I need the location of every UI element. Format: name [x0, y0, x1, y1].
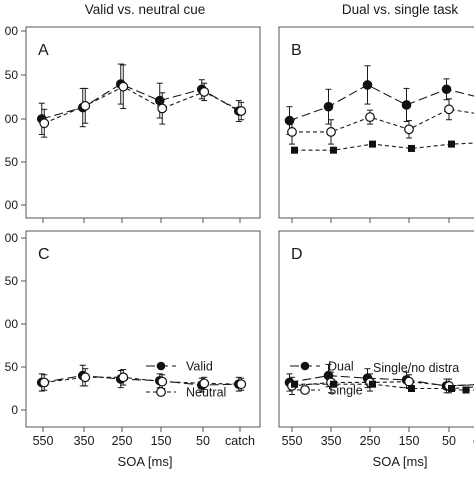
- y-tick-label: 50: [5, 274, 19, 288]
- y-tick-label: 00: [5, 317, 19, 331]
- data-point: [408, 145, 415, 152]
- panel-label: B: [291, 42, 302, 59]
- data-point: [119, 82, 128, 91]
- data-point: [81, 102, 90, 111]
- panel-frame: [279, 27, 474, 218]
- legend-marker: [463, 387, 470, 394]
- series-line: [42, 84, 239, 119]
- data-point: [81, 373, 90, 382]
- series-line: [44, 377, 241, 384]
- panel-frame: [26, 27, 260, 218]
- data-point: [448, 385, 455, 392]
- panel-label: A: [38, 42, 49, 59]
- legend-marker: [301, 386, 310, 395]
- data-point: [158, 104, 167, 113]
- data-point: [369, 141, 376, 148]
- y-tick-label: 00: [5, 198, 19, 212]
- x-tick-label: 150: [151, 434, 172, 448]
- data-point: [324, 102, 333, 111]
- x-tick-label: 50: [442, 434, 456, 448]
- x-tick-label: 50: [196, 434, 210, 448]
- data-point: [237, 107, 246, 116]
- legend-marker: [157, 362, 166, 371]
- legend-marker: [157, 388, 166, 397]
- data-point: [291, 381, 298, 388]
- panel-label: D: [291, 246, 303, 263]
- data-point: [330, 147, 337, 154]
- x-tick-label: 350: [74, 434, 95, 448]
- data-point: [442, 85, 451, 94]
- legend-label: Valid: [186, 360, 213, 374]
- y-tick-label: 50: [5, 68, 19, 82]
- y-tick-label: 0: [11, 403, 18, 417]
- legend-label: Single: [328, 384, 363, 398]
- data-point: [327, 128, 336, 137]
- y-tick-label: 50: [5, 360, 19, 374]
- column-title: Dual vs. single task: [342, 2, 459, 17]
- data-point: [405, 377, 414, 386]
- data-point: [363, 81, 372, 90]
- legend-marker: [301, 362, 310, 371]
- y-tick-label: 00: [5, 112, 19, 126]
- data-point: [285, 116, 294, 125]
- x-tick-label: 550: [33, 434, 54, 448]
- legend-label: Neutral: [186, 386, 226, 400]
- data-point: [288, 128, 297, 137]
- data-point: [366, 113, 375, 122]
- x-tick-label: catch: [225, 434, 255, 448]
- y-tick-label: 00: [5, 24, 19, 38]
- x-tick-label: 150: [399, 434, 420, 448]
- panel-label: C: [38, 246, 50, 263]
- x-tick-label: 250: [112, 434, 133, 448]
- series-line: [42, 376, 239, 385]
- data-point: [40, 378, 49, 387]
- series-line: [44, 87, 241, 124]
- x-tick-label: 350: [321, 434, 342, 448]
- legend-label: Single/no distra: [373, 361, 459, 375]
- column-title: Valid vs. neutral cue: [85, 2, 206, 17]
- data-point: [158, 377, 167, 386]
- x-tick-label: 550: [282, 434, 303, 448]
- y-tick-label: 50: [5, 155, 19, 169]
- data-point: [405, 125, 414, 134]
- data-point: [448, 141, 455, 148]
- data-point: [402, 101, 411, 110]
- x-axis-title: SOA [ms]: [373, 454, 428, 469]
- x-axis-title: SOA [ms]: [118, 454, 173, 469]
- data-point: [445, 105, 454, 114]
- y-tick-label: 00: [5, 231, 19, 245]
- panel-frame: [279, 231, 474, 427]
- series-line: [295, 142, 474, 150]
- x-tick-label: 250: [360, 434, 381, 448]
- data-point: [200, 88, 209, 97]
- data-point: [40, 119, 49, 128]
- data-point: [408, 385, 415, 392]
- legend-label: Dual: [328, 360, 354, 374]
- data-point: [237, 380, 246, 389]
- data-point: [119, 373, 128, 382]
- data-point: [369, 381, 376, 388]
- data-point: [291, 147, 298, 154]
